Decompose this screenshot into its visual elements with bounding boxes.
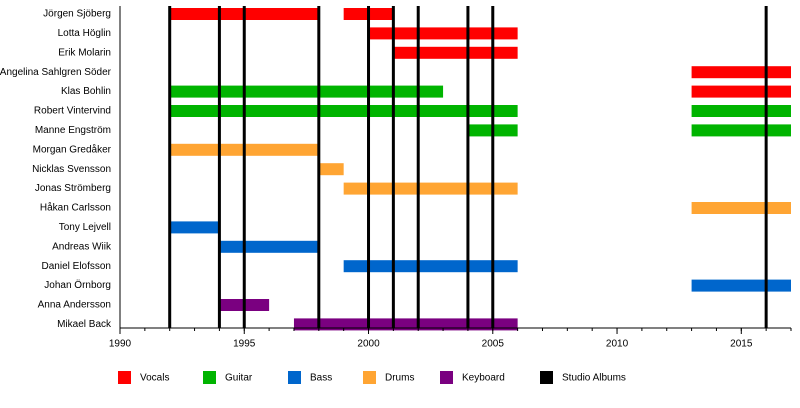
member-label: Jonas Strömberg bbox=[35, 183, 111, 194]
member-label: Robert Vintervind bbox=[34, 106, 111, 117]
member-label: Morgan Gredåker bbox=[33, 143, 112, 155]
legend-swatch bbox=[118, 371, 131, 384]
bar bbox=[393, 46, 518, 59]
member-label: Andreas Wiik bbox=[52, 241, 112, 252]
member-label: Nicklas Svensson bbox=[32, 164, 111, 175]
bar bbox=[691, 124, 791, 137]
bar bbox=[691, 85, 791, 98]
member-label: Klas Bohlin bbox=[61, 86, 111, 97]
bar bbox=[691, 279, 791, 292]
x-tick-label: 2010 bbox=[606, 339, 629, 350]
bar bbox=[169, 105, 518, 117]
member-label: Håkan Carlsson bbox=[40, 202, 111, 214]
x-tick-label: 1995 bbox=[233, 339, 256, 350]
bar bbox=[169, 221, 220, 234]
legend-swatch bbox=[288, 371, 301, 384]
member-label: Daniel Elofsson bbox=[42, 261, 111, 272]
legend-label: Keyboard bbox=[462, 373, 505, 384]
legend-swatch bbox=[440, 371, 453, 384]
x-tick-label: 2015 bbox=[730, 339, 753, 350]
member-label: Lotta Höglin bbox=[58, 28, 111, 39]
x-tick-label: 2005 bbox=[482, 339, 505, 350]
member-label: Mikael Back bbox=[57, 319, 112, 330]
member-label: Johan Örnborg bbox=[44, 279, 111, 291]
bar bbox=[343, 260, 518, 273]
bar bbox=[368, 27, 518, 40]
legend-swatch bbox=[540, 371, 553, 384]
member-label: Erik Molarin bbox=[58, 47, 111, 58]
member-label: Angelina Sahlgren Söder bbox=[0, 67, 112, 78]
legend-swatch bbox=[363, 371, 376, 384]
bar bbox=[318, 163, 344, 176]
x-tick-label: 2000 bbox=[357, 339, 380, 350]
bar bbox=[343, 182, 518, 195]
member-label: Manne Engström bbox=[35, 125, 111, 136]
legend-swatch bbox=[203, 371, 216, 384]
legend-label: Bass bbox=[310, 373, 332, 384]
member-label: Jörgen Sjöberg bbox=[43, 9, 111, 20]
bar bbox=[691, 202, 791, 214]
legend-label: Guitar bbox=[225, 373, 253, 384]
bar bbox=[169, 85, 444, 98]
bar bbox=[691, 66, 791, 79]
legend-label: Vocals bbox=[140, 373, 169, 384]
bar bbox=[219, 240, 319, 253]
member-label: Anna Andersson bbox=[38, 300, 111, 311]
legend-label: Studio Albums bbox=[562, 373, 626, 384]
x-tick-label: 1990 bbox=[109, 339, 132, 350]
bar bbox=[691, 105, 791, 117]
bar bbox=[293, 318, 518, 331]
legend-label: Drums bbox=[385, 373, 414, 384]
member-label: Tony Lejvell bbox=[59, 222, 111, 233]
